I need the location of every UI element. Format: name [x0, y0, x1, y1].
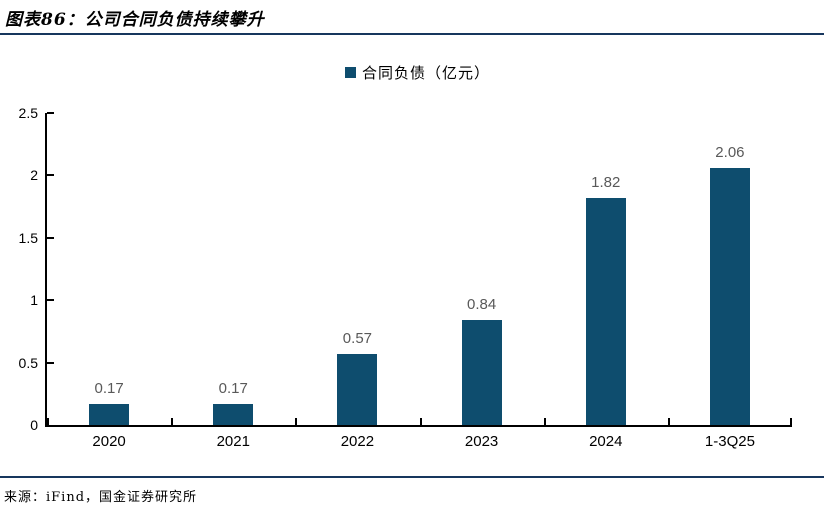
- y-axis-tick-label: 1.5: [18, 229, 38, 246]
- x-axis-tick: [419, 418, 422, 425]
- x-axis-category-label: 2021: [216, 433, 250, 450]
- bar-value-label: 0.57: [342, 330, 373, 347]
- bar: [213, 404, 254, 425]
- x-axis-category-label: 2020: [92, 433, 126, 450]
- title-divider: [0, 33, 824, 35]
- bar-value-label: 1.82: [591, 174, 621, 191]
- bar: [89, 404, 130, 425]
- bar-value-label: 0.84: [466, 296, 497, 313]
- bar: [585, 198, 626, 425]
- bar-value-label: 2.06: [715, 144, 745, 161]
- bar-value-label: 0.17: [218, 380, 248, 397]
- x-axis-category-label: 1-3Q25: [704, 433, 755, 450]
- y-axis-tick-label: 1: [30, 292, 38, 309]
- x-axis-tick: [667, 418, 670, 425]
- source-text: 来源：iFind，国金证券研究所: [4, 490, 198, 505]
- x-axis-category-label: 2023: [464, 433, 499, 450]
- y-axis-tick-label: 2: [30, 167, 38, 184]
- y-axis-tick: [47, 299, 54, 302]
- bar: [337, 354, 378, 425]
- source-divider: [0, 476, 824, 478]
- x-axis-category-label: 2022: [340, 433, 375, 450]
- x-axis-tick: [171, 418, 174, 425]
- y-axis-tick-label: 0.5: [18, 354, 38, 371]
- x-axis-category-label: 2024: [589, 433, 623, 450]
- x-axis-tick: [47, 418, 49, 425]
- chart-legend: 合同负债（亿元）: [45, 62, 790, 83]
- bar: [461, 320, 502, 425]
- y-axis-tick-label: 0: [30, 417, 38, 433]
- x-axis-tick: [543, 418, 546, 425]
- chart-plot-area: 0 0.5 1 1.5 2 2.5 0.17 2020 0.17 2021 0.57 2022 0.84…: [19, 106, 792, 450]
- y-axis-tick: [47, 236, 54, 239]
- y-axis-tick: [47, 361, 54, 364]
- legend-swatch-icon: [344, 67, 356, 78]
- figure-title: 图表86：公司合同负债持续攀升: [5, 10, 265, 30]
- bar: [709, 168, 750, 425]
- y-axis-tick: [47, 112, 54, 114]
- x-axis-tick: [295, 418, 298, 425]
- y-axis-tick: [47, 174, 54, 177]
- x-axis-tick: [790, 418, 792, 425]
- bar-value-label: 0.17: [94, 380, 124, 397]
- y-axis-tick-label: 2.5: [18, 105, 38, 121]
- legend-label: 合同负债（亿元）: [361, 64, 490, 82]
